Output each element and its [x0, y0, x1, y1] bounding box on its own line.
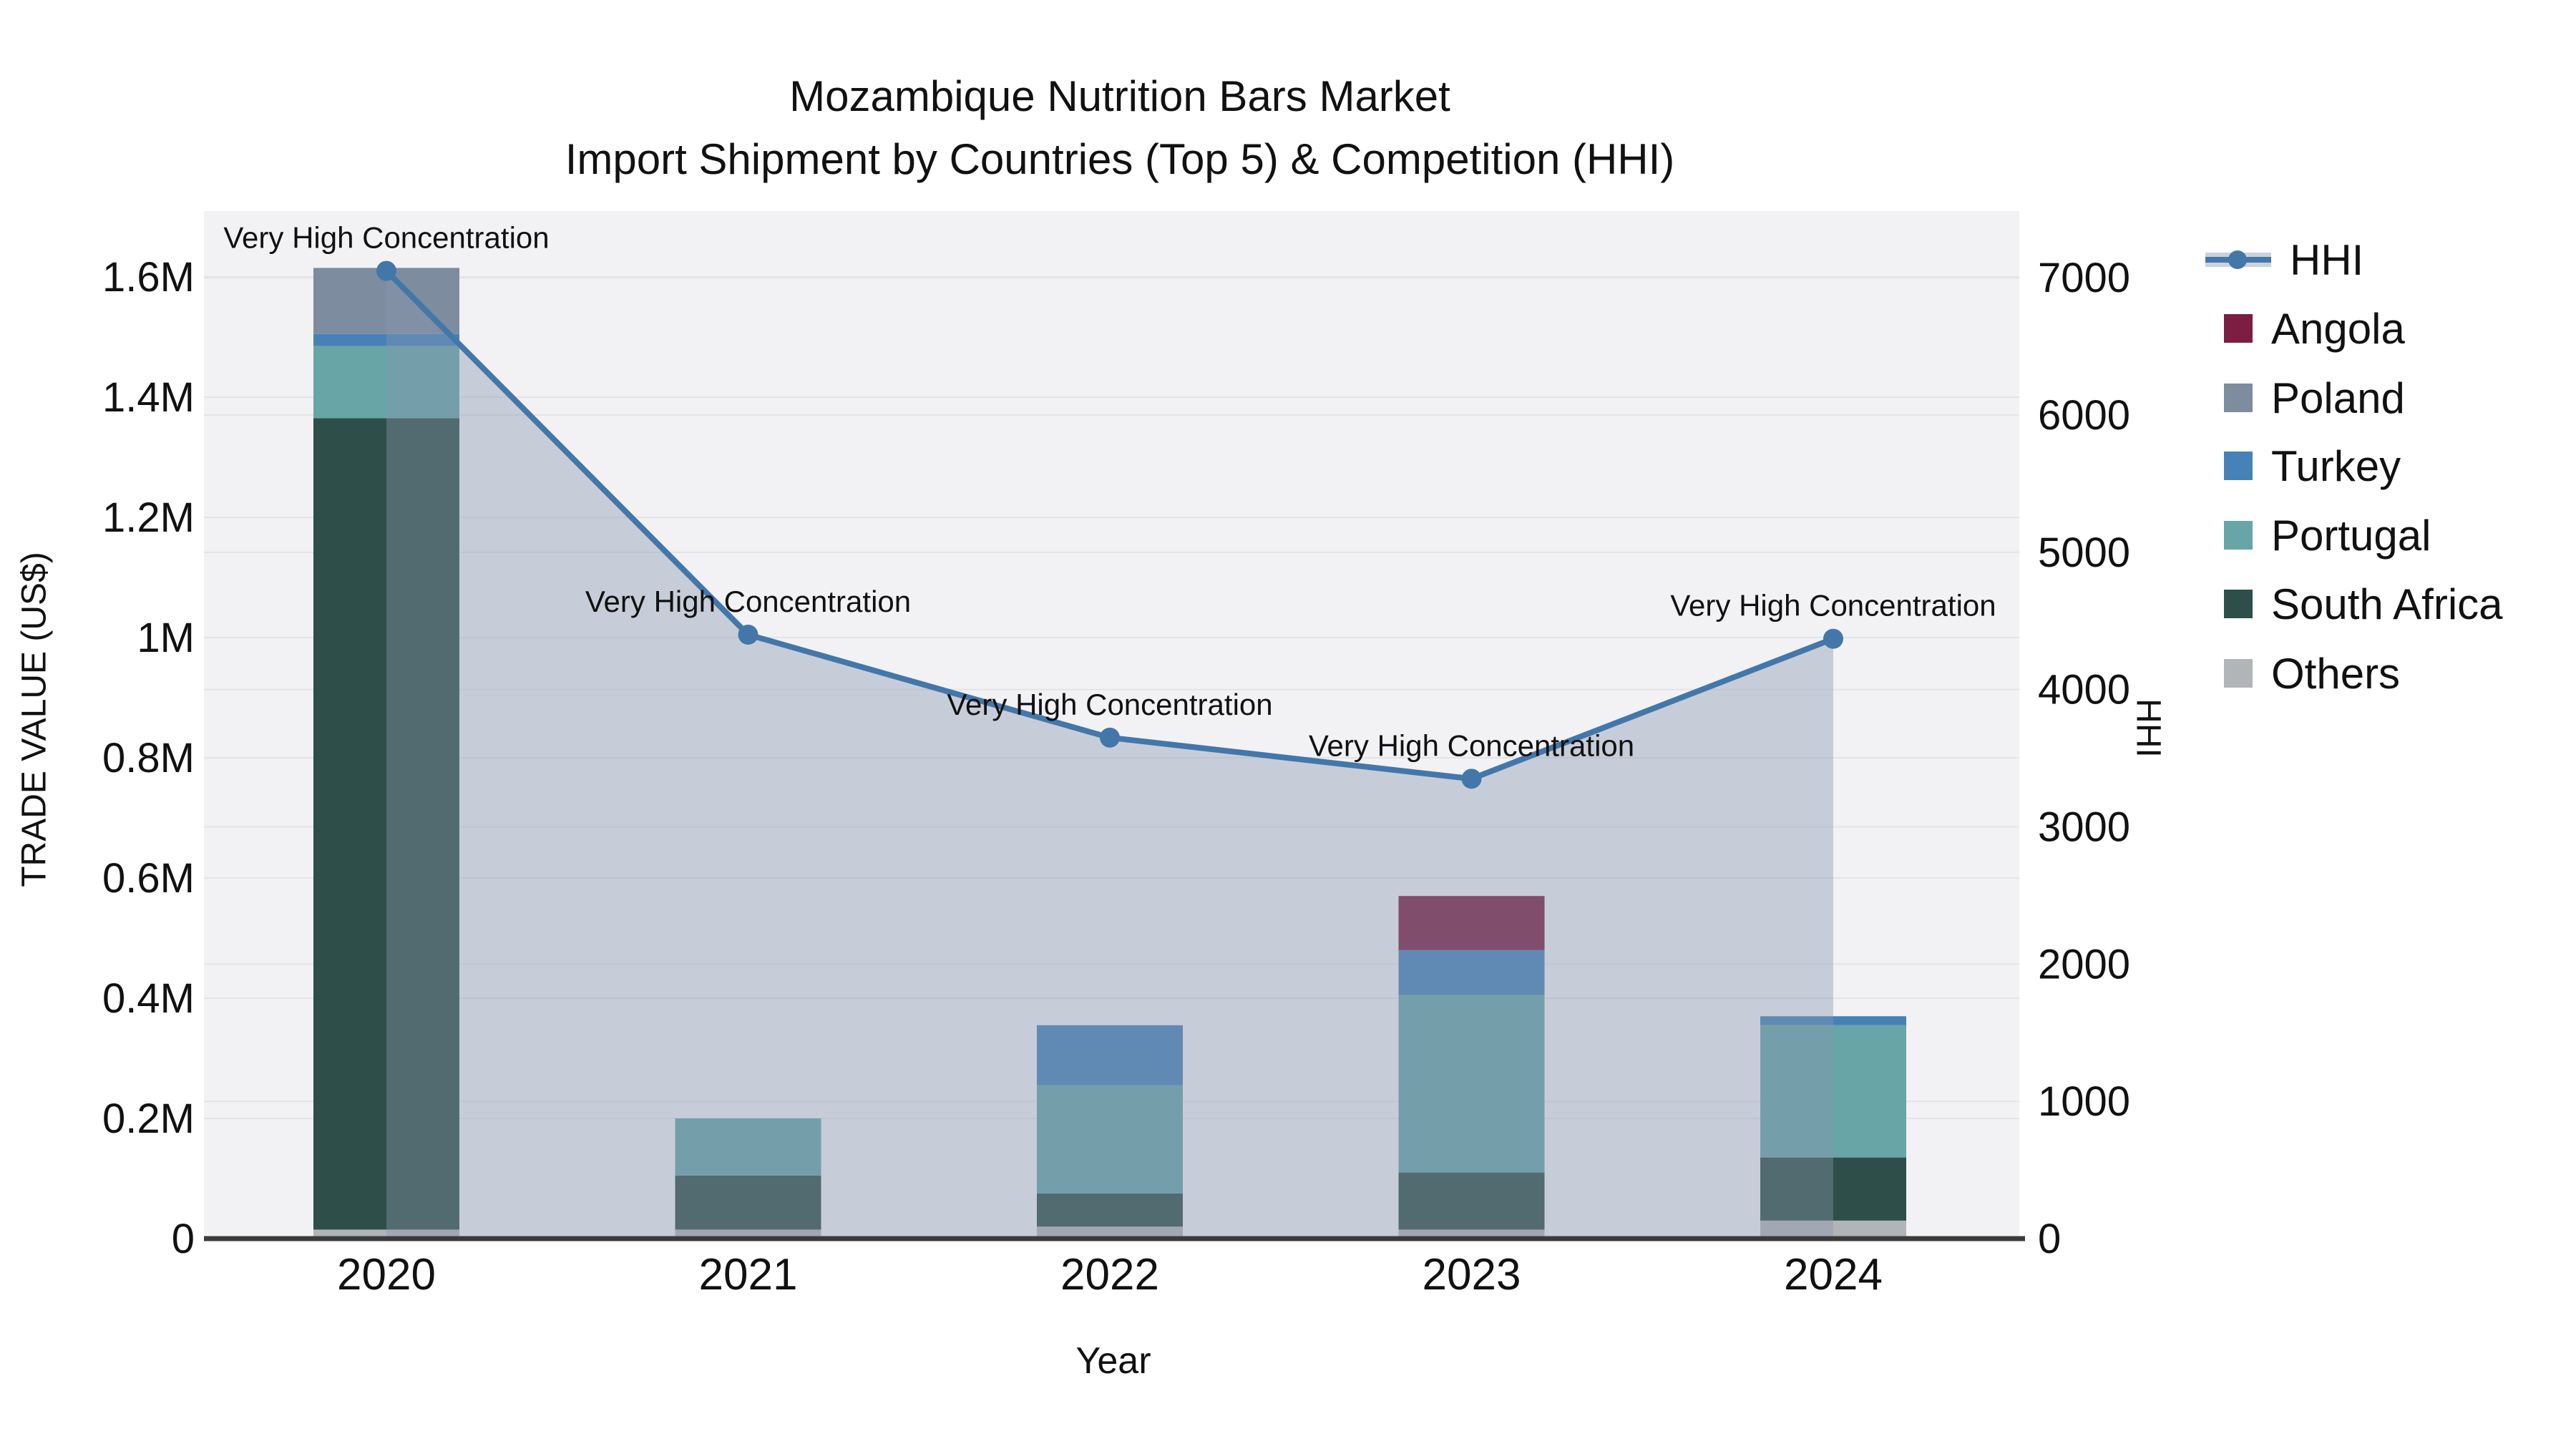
legend-item-south-africa[interactable]: South Africa — [2204, 578, 2503, 630]
x-tick-2020: 2020 — [337, 1250, 436, 1299]
legend-swatch-portugal — [2224, 521, 2253, 550]
legend-swatch-turkey — [2224, 452, 2253, 480]
legend-swatch-south-africa — [2224, 590, 2253, 618]
bar-segment-south-africa-2024[interactable] — [1760, 1157, 1906, 1221]
right-tick-6000: 6000 — [2038, 392, 2130, 439]
legend-item-hhi[interactable]: HHI — [2204, 234, 2363, 286]
right-tick-1000: 1000 — [2038, 1078, 2130, 1125]
bar-segment-portugal-2022[interactable] — [1037, 1085, 1183, 1194]
left-tick-1.6M: 1.6M — [102, 254, 195, 301]
hhi-marker-2022[interactable] — [1100, 727, 1120, 748]
annotation-2024: Very High Concentration — [1670, 589, 1996, 623]
hhi-area-fill — [386, 270, 1833, 1239]
x-tick-2023: 2023 — [1423, 1250, 1521, 1299]
page-title-line2: Import Shipment by Countries (Top 5) & C… — [565, 135, 1675, 183]
hhi-marker-2024[interactable] — [1823, 628, 1843, 649]
left-tick-0.4M: 0.4M — [102, 975, 195, 1022]
annotation-2020: Very High Concentration — [223, 221, 549, 255]
legend-label-others: Others — [2271, 649, 2401, 698]
left-tick-1.4M: 1.4M — [102, 374, 195, 421]
right-tick-3000: 3000 — [2038, 804, 2130, 851]
bar-segment-turkey-2024[interactable] — [1760, 1016, 1906, 1025]
bar-segment-turkey-2020[interactable] — [313, 333, 459, 346]
x-tick-2024: 2024 — [1784, 1250, 1883, 1299]
left-tick-1.2M: 1.2M — [102, 494, 195, 541]
bar-segment-south-africa-2020[interactable] — [313, 418, 459, 1230]
hhi-marker-2023[interactable] — [1461, 769, 1482, 789]
page-title-line1: Mozambique Nutrition Bars Market — [789, 72, 1450, 120]
annotation-2022: Very High Concentration — [947, 688, 1272, 721]
legend-label-poland: Poland — [2271, 374, 2405, 422]
left-tick-0.2M: 0.2M — [102, 1096, 195, 1142]
bar-segment-south-africa-2023[interactable] — [1398, 1172, 1545, 1230]
bar-segment-others-2022[interactable] — [1037, 1226, 1183, 1239]
legend-item-poland[interactable]: Poland — [2204, 372, 2405, 424]
legend-swatch-angola — [2224, 314, 2253, 343]
bar-segment-portugal-2020[interactable] — [313, 346, 459, 419]
right-tick-4000: 4000 — [2038, 667, 2130, 713]
bar-segment-portugal-2023[interactable] — [1398, 995, 1545, 1173]
hhi-marker-2020[interactable] — [376, 260, 396, 281]
bar-segment-portugal-2021[interactable] — [675, 1118, 821, 1176]
left-tick-0.6M: 0.6M — [102, 855, 195, 902]
x-axis-title: Year — [1075, 1340, 1151, 1382]
x-tick-2022: 2022 — [1060, 1250, 1159, 1299]
legend-item-angola[interactable]: Angola — [2204, 303, 2405, 354]
left-tick-1M: 1M — [137, 615, 195, 661]
bar-segment-south-africa-2022[interactable] — [1037, 1194, 1183, 1227]
right-tick-5000: 5000 — [2038, 530, 2130, 576]
bar-segment-turkey-2022[interactable] — [1037, 1025, 1183, 1085]
right-tick-0: 0 — [2038, 1216, 2061, 1262]
legend-hhi-marker-dot — [2228, 250, 2247, 269]
hhi-marker-2021[interactable] — [738, 624, 758, 645]
legend-label-south-africa: South Africa — [2271, 580, 2503, 628]
right-tick-7000: 7000 — [2038, 255, 2130, 301]
legend-item-turkey[interactable]: Turkey — [2204, 440, 2401, 492]
bar-segment-portugal-2024[interactable] — [1760, 1025, 1906, 1158]
legend-item-others[interactable]: Others — [2204, 648, 2400, 699]
left-tick-0: 0 — [172, 1216, 195, 1262]
annotation-2021: Very High Concentration — [585, 585, 911, 618]
legend-swatch-poland — [2224, 384, 2253, 412]
bar-segment-south-africa-2021[interactable] — [675, 1175, 821, 1230]
legend-item-portugal[interactable]: Portugal — [2204, 509, 2431, 561]
bar-segment-angola-2023[interactable] — [1398, 896, 1545, 950]
left-tick-0.8M: 0.8M — [102, 735, 195, 781]
bar-stacks — [313, 268, 1906, 1239]
tick-labels: 0 0.2M 0.4M 0.6M 0.8M 1M 1.2M 1.4M 1.6M 0 1000 2000… — [102, 254, 2130, 1299]
legend-swatch-others — [2224, 659, 2253, 688]
annotation-2023: Very High Concentration — [1309, 728, 1634, 762]
legend-label-portugal: Portugal — [2271, 511, 2431, 560]
legend-label-turkey: Turkey — [2271, 441, 2401, 490]
legend-hhi-line-icon — [2205, 250, 2271, 269]
bar-segment-turkey-2023[interactable] — [1398, 950, 1545, 995]
legend-label-hhi: HHI — [2290, 235, 2364, 284]
legend-label-angola: Angola — [2271, 304, 2405, 353]
bar-segment-others-2024[interactable] — [1760, 1220, 1906, 1239]
right-tick-2000: 2000 — [2038, 941, 2130, 987]
x-tick-2021: 2021 — [699, 1250, 798, 1299]
